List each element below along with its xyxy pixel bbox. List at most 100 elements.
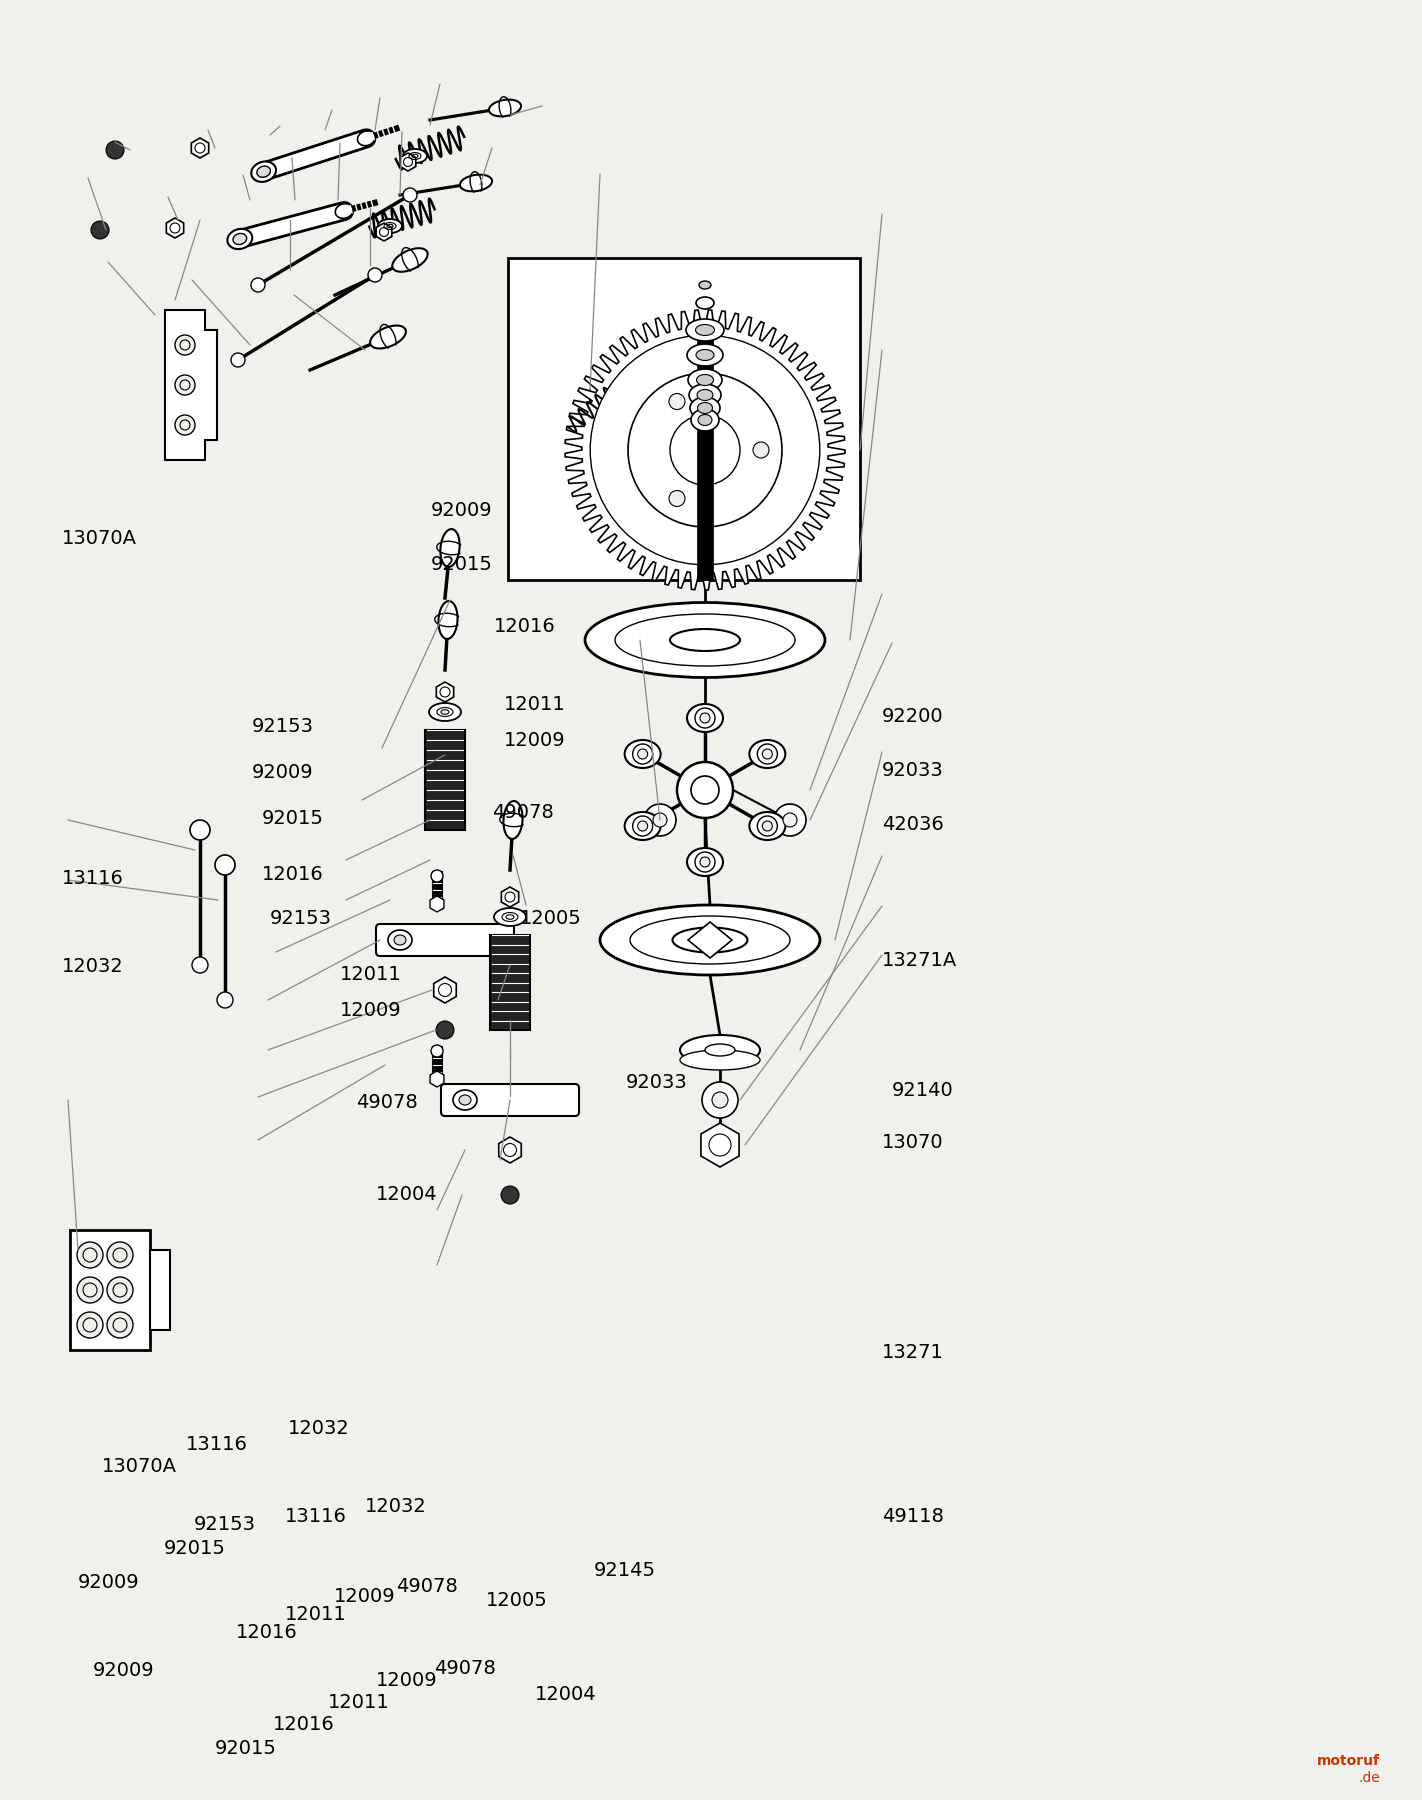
- Text: 13116: 13116: [186, 1435, 247, 1454]
- Circle shape: [695, 707, 715, 727]
- Ellipse shape: [336, 203, 353, 218]
- Circle shape: [107, 1242, 134, 1267]
- Ellipse shape: [257, 166, 270, 176]
- Text: 12032: 12032: [365, 1498, 427, 1516]
- Circle shape: [653, 814, 667, 826]
- Circle shape: [633, 743, 653, 763]
- Bar: [491, 934, 530, 1030]
- Circle shape: [175, 335, 195, 355]
- Bar: [697, 324, 712, 580]
- Text: 12009: 12009: [334, 1586, 395, 1606]
- Circle shape: [215, 855, 235, 875]
- Ellipse shape: [489, 99, 520, 117]
- Circle shape: [702, 1082, 738, 1118]
- Circle shape: [175, 374, 195, 394]
- Circle shape: [181, 380, 191, 391]
- Ellipse shape: [584, 603, 825, 677]
- Ellipse shape: [454, 1091, 476, 1111]
- Text: 92009: 92009: [78, 1573, 139, 1591]
- Ellipse shape: [600, 905, 820, 976]
- Circle shape: [431, 1046, 444, 1057]
- Text: 12009: 12009: [340, 1001, 401, 1019]
- Circle shape: [368, 268, 383, 283]
- Circle shape: [695, 851, 715, 871]
- Text: 92153: 92153: [193, 1514, 256, 1534]
- Ellipse shape: [624, 812, 661, 841]
- Text: 12009: 12009: [503, 731, 566, 749]
- Circle shape: [112, 1247, 127, 1262]
- Text: 12016: 12016: [493, 617, 556, 637]
- Text: 12011: 12011: [284, 1604, 347, 1624]
- Polygon shape: [565, 310, 845, 590]
- Text: 92033: 92033: [626, 1073, 688, 1093]
- Text: 13070A: 13070A: [63, 529, 137, 547]
- Text: 49078: 49078: [434, 1658, 496, 1678]
- Circle shape: [77, 1276, 102, 1303]
- Circle shape: [758, 815, 778, 835]
- Circle shape: [633, 815, 653, 835]
- Text: 12005: 12005: [486, 1591, 547, 1609]
- Ellipse shape: [749, 740, 785, 769]
- Text: 92015: 92015: [262, 808, 324, 828]
- Circle shape: [181, 340, 191, 349]
- Ellipse shape: [438, 601, 458, 639]
- Ellipse shape: [698, 403, 712, 414]
- Text: 92153: 92153: [270, 909, 331, 929]
- Ellipse shape: [687, 344, 722, 365]
- Ellipse shape: [685, 319, 724, 340]
- Text: 92153: 92153: [252, 718, 314, 736]
- Text: 42036: 42036: [882, 814, 944, 833]
- Circle shape: [107, 1276, 134, 1303]
- Circle shape: [82, 1318, 97, 1332]
- Circle shape: [107, 1312, 134, 1337]
- Ellipse shape: [700, 281, 711, 290]
- Circle shape: [437, 1021, 454, 1039]
- Circle shape: [175, 416, 195, 436]
- Circle shape: [91, 221, 109, 239]
- Text: 92033: 92033: [882, 761, 944, 781]
- Ellipse shape: [697, 374, 714, 385]
- Circle shape: [629, 373, 782, 527]
- Ellipse shape: [233, 234, 246, 245]
- Circle shape: [192, 958, 208, 974]
- Ellipse shape: [680, 1035, 759, 1066]
- Ellipse shape: [394, 934, 407, 945]
- Circle shape: [691, 776, 720, 805]
- Ellipse shape: [695, 297, 714, 310]
- Ellipse shape: [705, 1044, 735, 1057]
- Ellipse shape: [378, 220, 402, 232]
- Circle shape: [107, 140, 124, 158]
- Text: 92015: 92015: [164, 1539, 226, 1559]
- Circle shape: [218, 992, 233, 1008]
- Polygon shape: [688, 922, 732, 958]
- Circle shape: [668, 394, 685, 410]
- Text: 13070: 13070: [882, 1134, 944, 1152]
- Ellipse shape: [690, 398, 720, 419]
- Ellipse shape: [459, 1094, 471, 1105]
- Ellipse shape: [624, 740, 661, 769]
- Text: 13271: 13271: [882, 1343, 944, 1361]
- Ellipse shape: [695, 324, 714, 335]
- Circle shape: [712, 1093, 728, 1109]
- Text: motoruf: motoruf: [1317, 1753, 1379, 1768]
- Circle shape: [112, 1318, 127, 1332]
- Circle shape: [590, 335, 820, 565]
- Ellipse shape: [503, 801, 522, 839]
- Bar: [70, 1229, 149, 1350]
- Ellipse shape: [630, 916, 791, 965]
- Circle shape: [758, 743, 778, 763]
- Text: 12016: 12016: [262, 866, 324, 884]
- Text: 13070A: 13070A: [102, 1458, 176, 1476]
- Circle shape: [501, 1186, 519, 1204]
- Text: .de: .de: [1358, 1771, 1379, 1786]
- Text: 12011: 12011: [340, 965, 402, 983]
- FancyBboxPatch shape: [375, 923, 513, 956]
- Circle shape: [191, 821, 210, 841]
- Ellipse shape: [687, 704, 722, 733]
- Ellipse shape: [614, 614, 795, 666]
- Text: 92200: 92200: [882, 707, 944, 727]
- Ellipse shape: [673, 927, 748, 952]
- Circle shape: [644, 805, 675, 835]
- Circle shape: [637, 821, 647, 832]
- Ellipse shape: [228, 229, 252, 248]
